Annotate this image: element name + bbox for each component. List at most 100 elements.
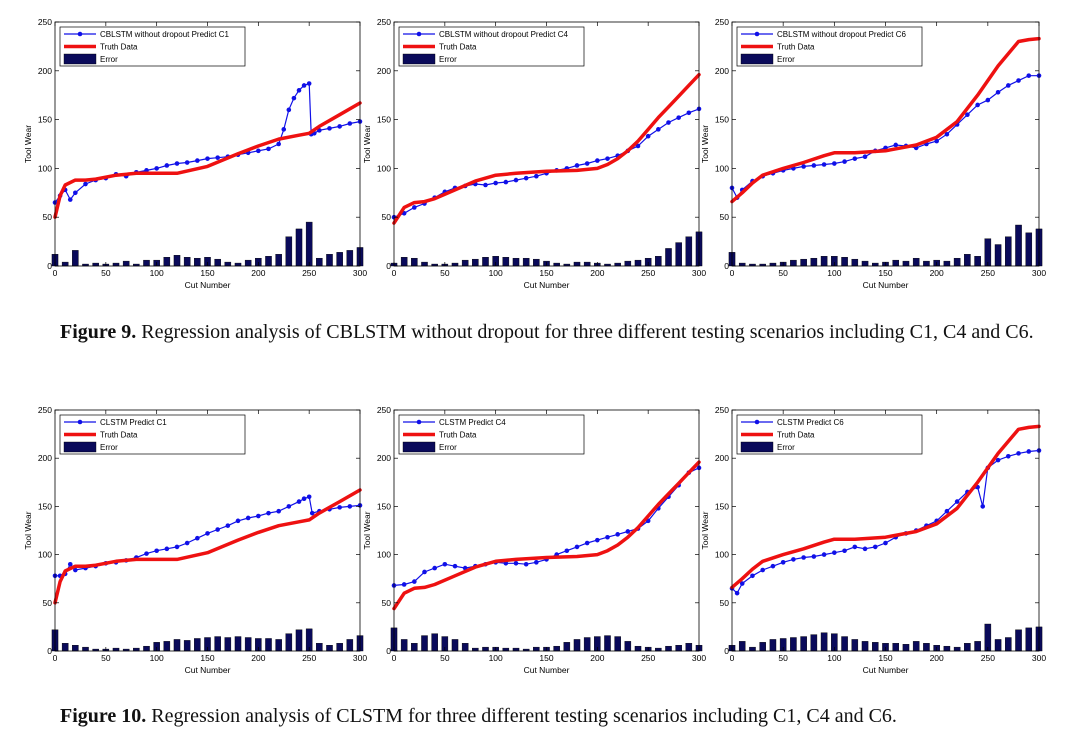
error-bar [194, 638, 201, 652]
x-tick-label: 300 [692, 653, 706, 663]
error-bar [421, 635, 428, 652]
error-bar [183, 257, 191, 267]
prediction-point [215, 527, 220, 532]
prediction-point [995, 457, 1001, 463]
error-bar [923, 643, 930, 652]
error-bar [522, 257, 530, 267]
error-bar [902, 644, 910, 652]
prediction-point [605, 156, 610, 161]
x-axis-label: Cut Number [863, 280, 909, 290]
x-tick-label: 50 [440, 268, 450, 278]
error-bar [173, 255, 181, 267]
error-bar [451, 262, 459, 267]
legend-error-swatch [63, 53, 97, 65]
error-bar [738, 262, 746, 267]
error-bar [1005, 236, 1012, 267]
prediction-point [309, 510, 315, 516]
x-tick-label: 300 [1032, 268, 1046, 278]
legend-label: CBLSTM without dropout Predict C1 [100, 30, 229, 39]
error-bar [316, 643, 323, 652]
chart-6: 0 50 100 150 200 250 300 0 50 100 150 200 250 Cut Num… [700, 405, 1046, 675]
y-axis-label: Tool Wear [700, 125, 710, 163]
error-bar [194, 257, 201, 267]
error-bar [326, 254, 333, 267]
error-bar [431, 633, 438, 652]
chart-2: 0 50 100 150 200 250 300 0 50 100 150 200 250 Cut Num… [362, 17, 706, 290]
error-bar [943, 645, 951, 652]
prediction-point [944, 131, 950, 137]
error-bar [265, 638, 272, 652]
error-bar [583, 261, 591, 267]
prediction-point [676, 115, 681, 120]
prediction-point [985, 97, 991, 103]
prediction-point [281, 127, 287, 132]
legend: CBLSTM without dropout Predict C6 Truth D… [736, 26, 923, 67]
legend-label: CBLSTM without dropout Predict C6 [777, 30, 906, 39]
error-bar [163, 641, 171, 652]
prediction-point [791, 557, 796, 562]
x-tick-label: 150 [200, 268, 214, 278]
figure-10-number: Figure 10. [60, 705, 147, 727]
error-bar [1015, 629, 1022, 652]
prediction-point [347, 121, 353, 126]
prediction-point [164, 163, 170, 168]
prediction-point [852, 544, 858, 550]
x-tick-label: 0 [392, 268, 397, 278]
error-bar [133, 647, 140, 652]
error-bar [295, 629, 303, 652]
error-bar [265, 256, 272, 267]
legend-label: Error [777, 55, 795, 64]
y-tick-label: 50 [43, 212, 53, 222]
prediction-point [1006, 453, 1011, 459]
prediction-point [513, 177, 519, 183]
error-bar [533, 646, 540, 652]
y-tick-label: 150 [377, 115, 391, 125]
y-tick-label: 250 [715, 405, 729, 415]
x-tick-label: 200 [251, 268, 265, 278]
error-bar [411, 643, 418, 652]
error-bar [421, 261, 428, 267]
error-bar [573, 639, 581, 652]
prediction-point [83, 181, 88, 187]
y-tick-label: 150 [377, 501, 391, 511]
y-tick-label: 200 [377, 453, 391, 463]
prediction-point [256, 148, 261, 154]
error-bar [738, 641, 746, 652]
error-bar [244, 637, 252, 652]
error-bar [112, 262, 120, 267]
prediction-point [513, 560, 519, 566]
error-bar [810, 634, 818, 652]
error-bar [305, 221, 313, 267]
y-tick-label: 200 [715, 66, 729, 76]
prediction-point [534, 560, 539, 565]
prediction-point [595, 537, 600, 543]
prediction-point [801, 555, 806, 560]
legend-label: Truth Data [100, 43, 138, 52]
error-bar [563, 642, 571, 652]
error-bar [994, 244, 1002, 267]
legend-predict-marker [416, 419, 422, 425]
prediction-point [412, 579, 417, 584]
error-bar [61, 643, 69, 652]
prediction-point [483, 182, 488, 188]
prediction-point [595, 158, 600, 163]
prediction-point [862, 546, 868, 552]
y-tick-label: 150 [715, 501, 729, 511]
x-axis-label: Cut Number [524, 665, 570, 675]
x-tick-label: 200 [251, 653, 265, 663]
error-bar [163, 257, 171, 267]
x-tick-label: 200 [930, 268, 944, 278]
error-bar [912, 257, 920, 267]
error-bar [482, 257, 489, 267]
y-tick-label: 150 [38, 501, 52, 511]
legend-label: Truth Data [439, 431, 477, 440]
legend-label: CBLSTM without dropout Predict C4 [439, 30, 568, 39]
error-bar [275, 254, 282, 267]
x-tick-label: 50 [101, 268, 111, 278]
error-bar [224, 261, 232, 267]
y-tick-label: 0 [386, 646, 391, 656]
error-bar [61, 261, 69, 267]
y-tick-label: 50 [720, 212, 730, 222]
prediction-point [883, 540, 888, 546]
y-tick-label: 250 [38, 405, 52, 415]
